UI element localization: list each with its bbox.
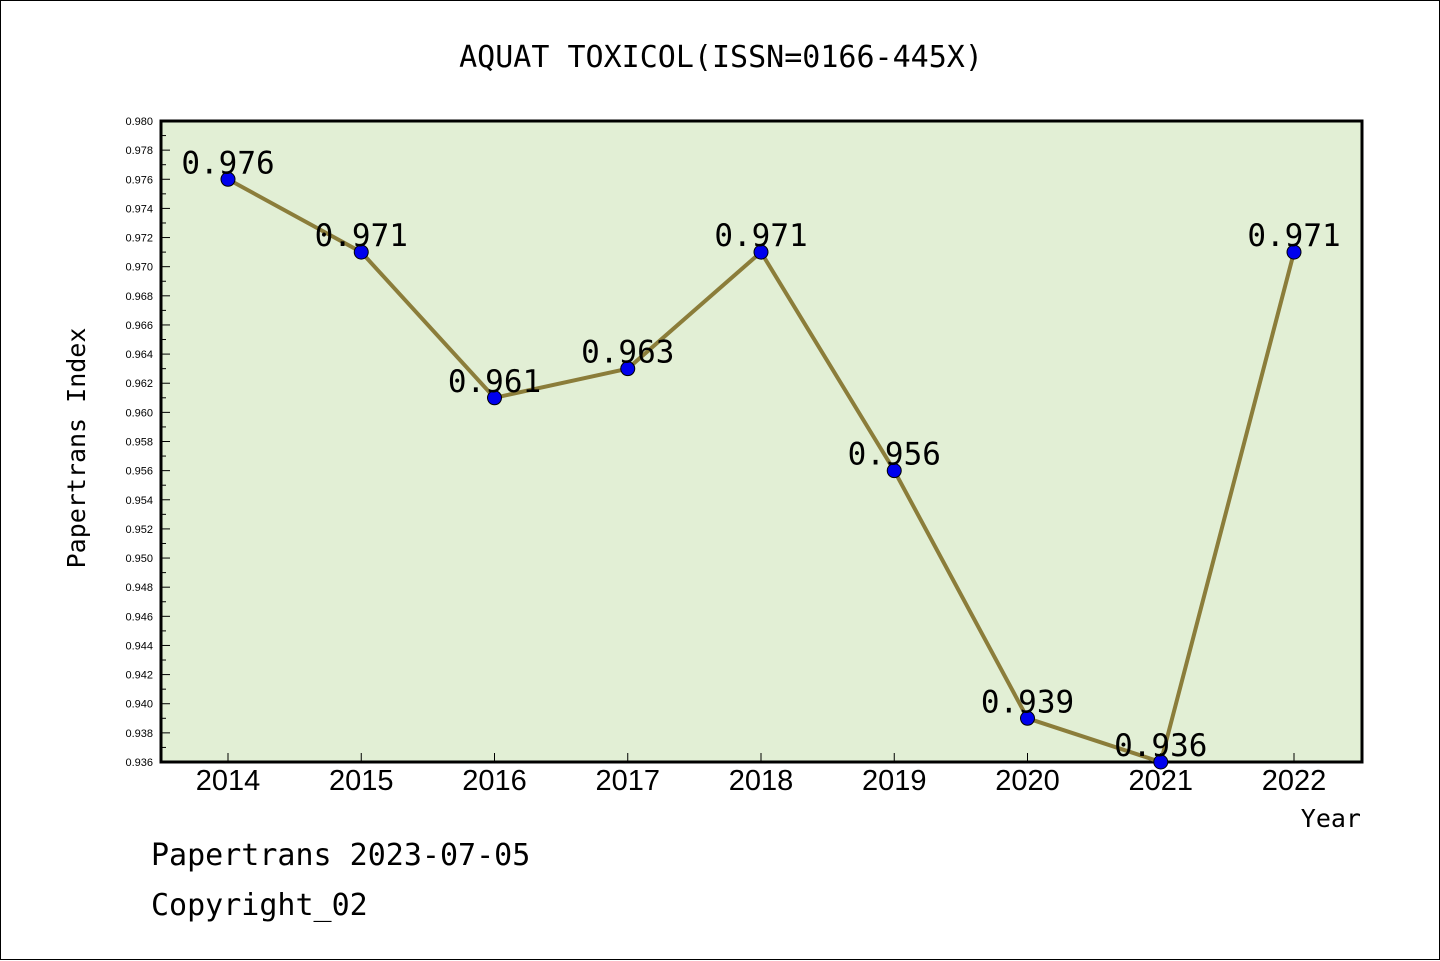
data-point (1286, 244, 1302, 260)
y-tick-label: 0.940 (125, 699, 153, 711)
x-tick-label: 2019 (862, 765, 927, 797)
x-axis: 2014 2015 2016 2017 2018 2019 2020 2021 2022 (196, 753, 1327, 797)
chart-title: AQUAT TOXICOL(ISSN=0166-445X) (459, 40, 983, 75)
y-tick-label: 0.962 (125, 378, 153, 390)
y-tick-label: 0.968 (125, 291, 153, 303)
y-tick-label: 0.954 (125, 495, 153, 507)
y-tick-label: 0.944 (125, 640, 153, 652)
data-point (1153, 754, 1169, 770)
data-labels: 0.976 0.971 0.961 0.963 0.971 0.956 0.939 0.936… (181, 145, 1340, 764)
y-tick-label: 0.960 (125, 407, 153, 419)
data-point (487, 390, 502, 406)
y-tick-label: 0.974 (125, 203, 153, 215)
y-tick-label: 0.958 (125, 437, 153, 449)
data-point (620, 361, 636, 377)
x-tick-label: 2015 (329, 765, 394, 797)
data-label: 0.936 (1114, 728, 1207, 764)
y-tick-label: 0.976 (125, 174, 153, 186)
y-tick-label: 0.950 (125, 553, 153, 565)
data-label: 0.971 (714, 218, 807, 254)
x-tick-label: 2020 (995, 765, 1060, 797)
x-axis-label: Year (1301, 804, 1361, 833)
x-tick-label: 2018 (729, 765, 794, 797)
y-tick-label: 0.978 (125, 145, 153, 157)
y-tick-label: 0.964 (125, 349, 153, 361)
x-tick-label: 2016 (462, 765, 527, 797)
data-point (220, 171, 236, 187)
data-label: 0.976 (181, 145, 274, 181)
footer-copyright: Copyright_02 (151, 888, 368, 923)
data-label: 0.963 (581, 335, 674, 371)
data-label: 0.956 (848, 437, 941, 473)
y-tick-label: 0.942 (125, 670, 153, 682)
y-tick-label: 0.946 (125, 611, 153, 623)
y-tick-label: 0.966 (125, 320, 153, 332)
y-tick-label: 0.972 (125, 233, 153, 245)
y-tick-label: 0.952 (125, 524, 153, 536)
x-tick-label: 2022 (1262, 765, 1327, 797)
y-tick-label: 0.956 (125, 466, 153, 478)
data-label: 0.961 (448, 364, 541, 400)
y-axis: 0.980 0.978 0.976 0.974 0.972 0.970 0.968 0.966… (125, 116, 170, 769)
data-label: 0.971 (315, 218, 408, 254)
plot-area (159, 119, 1364, 764)
y-tick-label: 0.938 (125, 728, 153, 740)
data-point (886, 463, 902, 479)
data-point (353, 244, 369, 260)
y-tick-label: 0.980 (125, 116, 153, 128)
data-point (1020, 710, 1035, 726)
data-label: 0.939 (981, 684, 1074, 720)
y-tick-label: 0.970 (125, 262, 153, 274)
y-tick-label: 0.948 (125, 582, 153, 594)
x-tick-label: 2021 (1128, 765, 1193, 797)
x-tick-label: 2014 (196, 765, 261, 797)
series-layer (220, 171, 1302, 770)
footer-date: Papertrans 2023-07-05 (151, 838, 530, 873)
x-tick-label: 2017 (595, 765, 660, 797)
data-point (753, 244, 769, 260)
y-tick-label: 0.936 (125, 757, 153, 769)
y-axis-label: Papertrans Index (62, 328, 91, 569)
data-label: 0.971 (1247, 218, 1340, 254)
